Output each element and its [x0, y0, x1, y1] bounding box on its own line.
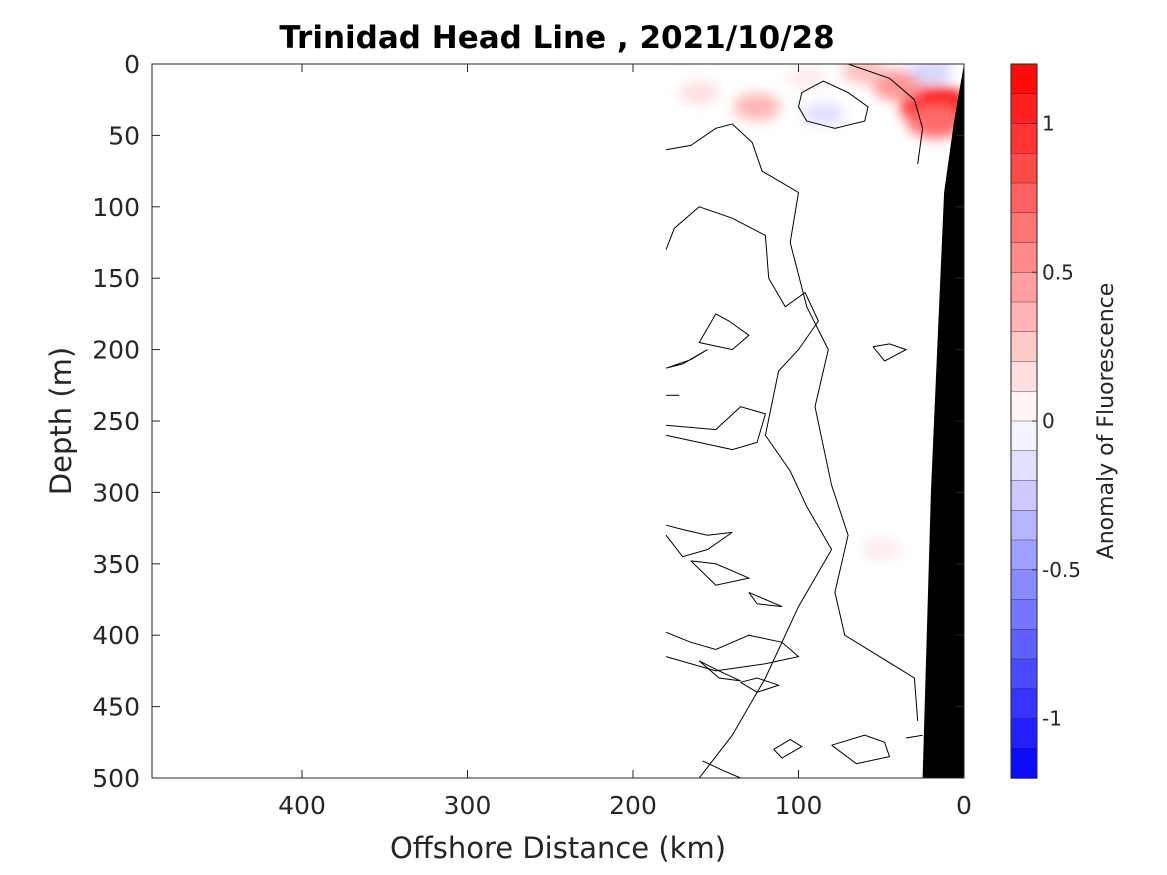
x-tick-label: 0: [956, 791, 972, 820]
y-tick-label: 350: [92, 550, 140, 579]
colorbar-swatch: [1010, 599, 1038, 630]
zero-contour-line: [847, 64, 924, 165]
zero-contour-line: [698, 660, 741, 682]
y-tick-label: 150: [92, 264, 140, 293]
zero-contour-layer: [665, 64, 924, 778]
anomaly-patch: [861, 538, 901, 561]
plot-area: [152, 64, 964, 778]
colorbar-swatch: [1010, 748, 1038, 779]
colorbar-swatch: [1010, 272, 1038, 303]
x-axis: 400 300 200 100 0: [278, 64, 972, 820]
zero-contour-line: [748, 591, 783, 608]
colorbar-label: Anomaly of Fluorescence: [1094, 283, 1119, 560]
anomaly-patch: [787, 67, 827, 90]
zero-contour-line: [665, 406, 767, 451]
zero-contour-line: [797, 80, 869, 129]
x-axis-label: Offshore Distance (km): [390, 831, 726, 865]
anomaly-patch: [733, 93, 781, 121]
colorbar-swatch: [1010, 629, 1038, 660]
colorbar-swatch: [1010, 539, 1038, 571]
colorbar-swatch: [1010, 153, 1038, 184]
zero-contour-line: [698, 313, 750, 351]
anomaly-patch: [678, 81, 720, 105]
colorbar-swatch: [1010, 242, 1038, 273]
colorbar-swatch: [1010, 63, 1038, 95]
colorbar-tick-label: 0.5: [1042, 260, 1074, 284]
colorbar-swatch: [1010, 480, 1038, 511]
chart-title: Trinidad Head Line , 2021/10/28: [279, 20, 834, 56]
colorbar-swatch: [1010, 391, 1038, 422]
colorbar-swatch: [1010, 123, 1038, 154]
zero-contour-line: [740, 677, 781, 693]
x-tick-label: 300: [444, 791, 492, 820]
anomaly-fill-layer: [678, 64, 964, 561]
colorbar-tick-label: -0.5: [1042, 558, 1081, 582]
zero-contour-line: [872, 343, 908, 362]
colorbar-swatch: [1010, 658, 1038, 690]
anomaly-patch: [909, 64, 953, 84]
zero-contour-line: [773, 738, 803, 759]
y-tick-label: 250: [92, 407, 140, 436]
zero-contour-line: [665, 631, 800, 672]
zero-contour-line: [665, 206, 833, 778]
colorbar: 1 0.5 0 -0.5 -1: [1010, 63, 1081, 779]
colorbar-tick-label: -1: [1042, 707, 1062, 731]
zero-contour-line: [665, 524, 733, 558]
seafloor-bathymetry: [922, 64, 964, 778]
anomaly-patch: [841, 64, 888, 85]
colorbar-swatch: [1010, 688, 1038, 720]
y-axis-label: Depth (m): [44, 347, 78, 495]
zero-contour-line: [906, 734, 923, 739]
anomaly-patch: [906, 104, 964, 139]
y-tick-label: 500: [92, 764, 140, 793]
y-tick-label: 450: [92, 693, 140, 722]
y-tick-label: 400: [92, 621, 140, 650]
colorbar-tick-label: 0: [1042, 409, 1055, 433]
y-tick-label: 100: [92, 193, 140, 222]
anomaly-patch: [802, 102, 844, 126]
colorbar-swatch: [1010, 361, 1038, 392]
y-tick-label: 0: [124, 50, 140, 79]
colorbar-swatch: [1010, 182, 1038, 214]
colorbar-swatch: [1010, 301, 1038, 333]
bathymetry-layer: [922, 64, 964, 778]
zero-contour-line: [831, 734, 891, 765]
x-tick-label: 400: [278, 791, 326, 820]
y-tick-label: 50: [108, 121, 140, 150]
y-axis: 0 50 100 150 200 250 300 350 400 450 500: [92, 50, 964, 793]
colorbar-tick-label: 1: [1042, 112, 1055, 136]
colorbar-swatch: [1010, 450, 1038, 482]
y-tick-label: 200: [92, 336, 140, 365]
colorbar-swatch: [1010, 420, 1038, 452]
x-tick-label: 200: [609, 791, 657, 820]
zero-contour-line: [666, 123, 919, 721]
zero-contour-line: [702, 760, 741, 778]
colorbar-swatch: [1010, 93, 1038, 125]
colorbar-swatch: [1010, 510, 1038, 541]
colorbar-swatch: [1010, 718, 1038, 749]
zero-contour-line: [665, 349, 708, 369]
y-tick-label: 300: [92, 478, 140, 507]
zero-contour-line: [690, 560, 751, 586]
x-tick-label: 100: [775, 791, 823, 820]
colorbar-swatch: [1010, 331, 1038, 363]
colorbar-swatch: [1010, 212, 1038, 244]
colorbar-swatch: [1010, 569, 1038, 601]
